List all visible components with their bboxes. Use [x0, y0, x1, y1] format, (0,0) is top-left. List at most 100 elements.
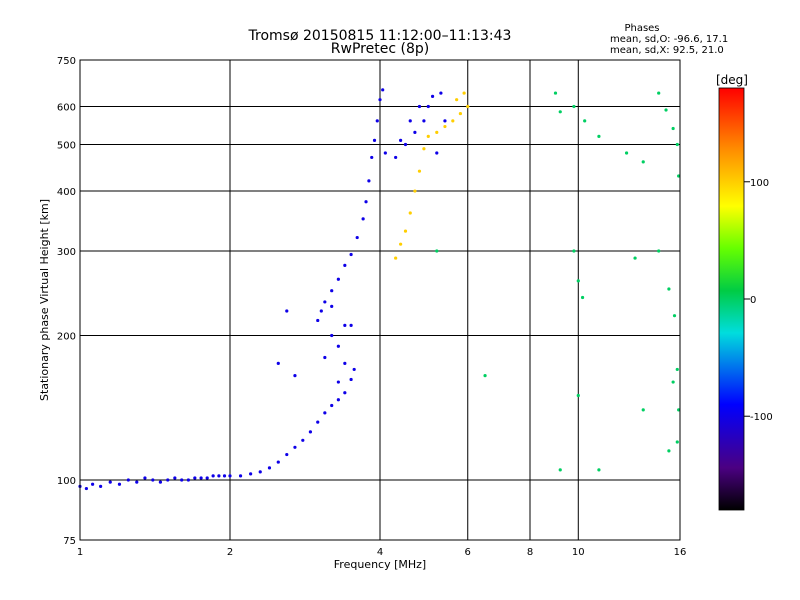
- data-point: [211, 474, 215, 478]
- data-point: [451, 119, 455, 123]
- y-tick-label: 75: [63, 536, 76, 547]
- data-point: [323, 300, 327, 304]
- data-point: [336, 277, 340, 281]
- data-point: [633, 256, 637, 260]
- data-point: [378, 98, 382, 102]
- data-point: [558, 468, 562, 472]
- colorbar-tick-label: -100: [750, 412, 773, 423]
- data-point: [323, 355, 327, 360]
- data-point: [435, 151, 439, 155]
- data-point: [435, 249, 439, 253]
- data-point: [641, 408, 645, 412]
- data-point: [173, 476, 177, 480]
- data-point: [258, 470, 262, 474]
- data-point: [186, 478, 190, 482]
- data-point: [580, 295, 585, 300]
- data-point: [336, 398, 340, 402]
- data-point: [553, 91, 558, 95]
- data-point: [330, 289, 334, 293]
- data-point: [343, 391, 347, 395]
- data-point: [349, 323, 353, 327]
- data-point: [408, 211, 412, 215]
- x-tick-label: 8: [527, 547, 533, 558]
- data-point: [361, 217, 365, 221]
- data-point: [343, 263, 347, 267]
- data-point: [426, 104, 430, 109]
- x-tick-label: 2: [227, 547, 233, 558]
- colorbar: [718, 87, 745, 511]
- data-point: [677, 408, 681, 412]
- data-point: [413, 130, 417, 134]
- data-point: [158, 480, 163, 484]
- data-point: [151, 478, 155, 482]
- data-point: [316, 420, 320, 424]
- data-point: [308, 430, 313, 434]
- data-point: [349, 377, 353, 382]
- data-point: [285, 309, 289, 313]
- data-point: [355, 235, 359, 240]
- x-tick-label: 1: [77, 547, 83, 558]
- data-point: [108, 480, 112, 484]
- y-tick-label: 600: [57, 103, 76, 114]
- data-point: [276, 361, 280, 365]
- data-point: [199, 476, 203, 480]
- data-point: [597, 468, 601, 472]
- data-point: [135, 480, 139, 484]
- data-point: [228, 474, 232, 478]
- data-point: [330, 304, 334, 309]
- data-point: [403, 229, 408, 233]
- data-point: [458, 111, 463, 116]
- data-point: [572, 249, 576, 253]
- data-point: [381, 88, 385, 92]
- data-points: [78, 88, 681, 491]
- data-point: [336, 344, 340, 348]
- phase-legend-title: Phases: [624, 23, 659, 34]
- data-point: [352, 367, 356, 372]
- data-point: [443, 124, 447, 129]
- phase-legend-x: mean, sd,X: 92.5, 21.0: [610, 45, 724, 56]
- chart-title: Tromsø 20150815 11:12:00–11:13:43: [248, 28, 512, 44]
- plot-frame: [79, 59, 681, 541]
- y-tick-label: 100: [57, 476, 76, 487]
- y-axis-label: Stationary phase Virtual Height [km]: [38, 199, 51, 401]
- data-point: [408, 119, 412, 123]
- data-point: [330, 403, 334, 408]
- data-point: [126, 478, 130, 482]
- data-point: [193, 476, 197, 480]
- y-tick-label: 400: [57, 187, 76, 198]
- data-point: [319, 309, 323, 313]
- data-point: [430, 94, 435, 98]
- x-tick-label: 16: [674, 547, 687, 558]
- data-point: [330, 333, 334, 338]
- x-tick-label: 10: [572, 547, 585, 558]
- data-point: [576, 279, 580, 283]
- x-tick-label: 6: [465, 547, 471, 558]
- data-point: [316, 318, 320, 323]
- y-tick-label: 300: [57, 247, 76, 258]
- data-point: [375, 119, 379, 123]
- x-axis-ticks: 1 2 4 6 8 10 16: [77, 547, 687, 558]
- data-point: [367, 179, 371, 183]
- data-point: [417, 169, 422, 173]
- data-point: [399, 138, 403, 142]
- colorbar-tick-label: 0: [750, 295, 756, 306]
- data-point: [267, 466, 272, 470]
- grid: [80, 60, 680, 540]
- data-point: [558, 110, 562, 114]
- data-point: [91, 482, 95, 486]
- data-point: [439, 91, 443, 95]
- data-point: [285, 452, 289, 457]
- data-point: [466, 104, 470, 109]
- data-point: [675, 440, 679, 444]
- phase-legend-o: mean, sd,O: -96.6, 17.1: [610, 34, 728, 45]
- data-point: [323, 411, 327, 415]
- data-point: [364, 200, 368, 204]
- data-point: [99, 484, 103, 488]
- data-point: [667, 449, 671, 453]
- data-point: [205, 476, 209, 480]
- y-axis-ticks: 75 100 200 300 400 500 600 750: [57, 56, 76, 547]
- data-point: [657, 91, 661, 95]
- data-point: [417, 104, 422, 109]
- colorbar-tick-label: 100: [750, 178, 769, 189]
